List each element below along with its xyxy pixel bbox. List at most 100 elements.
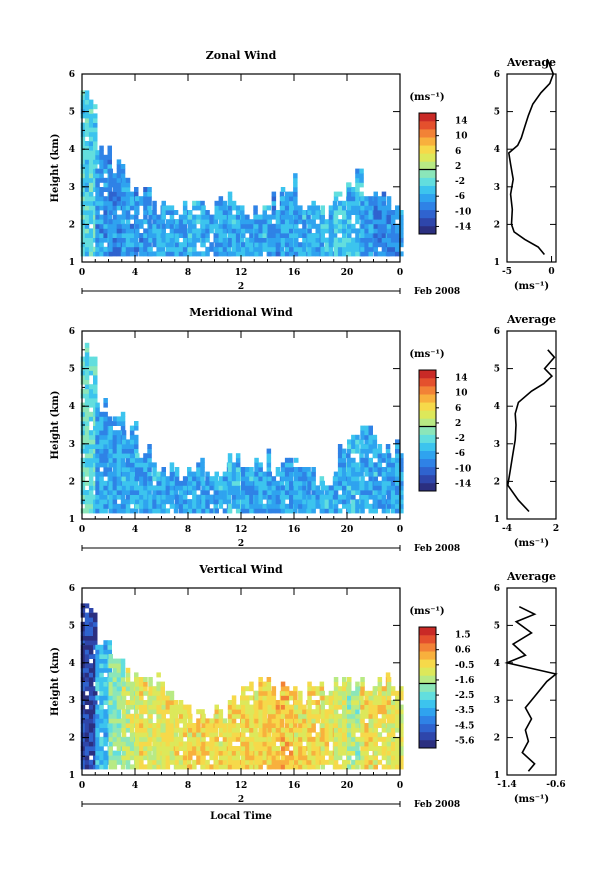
heatmap-cell	[214, 713, 219, 719]
heatmap-cell	[205, 233, 210, 238]
heatmap-cell	[135, 686, 140, 692]
heatmap-cell	[95, 485, 100, 491]
heatmap-cell	[121, 448, 127, 454]
heatmap-cell	[280, 732, 286, 738]
heatmap-cell	[390, 490, 396, 495]
heatmap-cell	[337, 732, 343, 738]
heatmap-cell	[174, 750, 180, 756]
heatmap-cell	[99, 164, 104, 169]
heatmap-cell	[245, 228, 250, 234]
heatmap-cell	[93, 356, 98, 362]
heatmap-cell	[289, 223, 294, 229]
heatmap-cell	[108, 764, 113, 770]
heatmap-cell	[84, 237, 90, 243]
heatmap-cell	[355, 467, 360, 472]
heatmap-cell	[188, 246, 193, 252]
heatmap-cell	[377, 503, 383, 509]
heatmap-cell	[95, 672, 100, 678]
heatmap-cell	[249, 755, 254, 761]
heatmap-cell	[112, 759, 118, 765]
heatmap-cell	[88, 150, 94, 156]
heatmap-cell	[147, 200, 152, 206]
panel2-profile-ytick-label: 4	[494, 402, 500, 412]
heatmap-cell	[235, 471, 241, 477]
heatmap-cell	[84, 603, 90, 609]
heatmap-cell	[80, 490, 86, 495]
heatmap-cell	[227, 210, 233, 215]
heatmap-cell	[359, 182, 364, 188]
heatmap-cell	[152, 210, 157, 215]
heatmap-cell	[99, 168, 104, 174]
heatmap-cell	[381, 228, 387, 234]
heatmap-cell	[271, 746, 277, 751]
heatmap-cell	[84, 233, 90, 238]
heatmap-cell	[103, 499, 108, 505]
heatmap-cell	[284, 718, 290, 724]
heatmap-cell	[302, 490, 307, 495]
heatmap-cell	[88, 494, 94, 500]
heatmap-cell	[161, 228, 166, 234]
heatmap-cell	[93, 704, 98, 710]
heatmap-cell	[390, 723, 396, 728]
heatmap-cell	[364, 210, 369, 215]
heatmap-cell	[368, 503, 373, 509]
heatmap-cell	[84, 219, 90, 225]
panel2-profile-frame	[506, 330, 557, 520]
heatmap-cell	[315, 228, 320, 234]
heatmap-cell	[178, 732, 184, 738]
heatmap-cell	[320, 228, 325, 234]
heatmap-cell	[93, 182, 98, 188]
heatmap-cell	[364, 251, 369, 257]
heatmap-cell	[112, 690, 118, 696]
heatmap-cell	[377, 480, 383, 486]
heatmap-cell	[116, 457, 122, 463]
heatmap-cell	[121, 755, 127, 761]
heatmap-cell	[129, 499, 135, 505]
heatmap-cell	[262, 471, 267, 477]
heatmap-cell	[188, 503, 193, 509]
heatmap-cell	[294, 713, 299, 719]
heatmap-cell	[80, 621, 86, 627]
heatmap-cell	[95, 434, 100, 440]
heatmap-cell	[99, 499, 104, 505]
heatmap-cell	[88, 503, 94, 509]
heatmap-cell	[275, 467, 281, 472]
heatmap-cell	[342, 736, 347, 742]
heatmap-cell	[218, 242, 224, 248]
heatmap-cell	[302, 503, 307, 509]
heatmap-cell	[227, 727, 233, 733]
heatmap-cell	[368, 439, 373, 445]
heatmap-cell	[311, 499, 316, 505]
heatmap-cell	[245, 476, 250, 482]
heatmap-cell	[147, 242, 152, 248]
heatmap-cell	[108, 723, 113, 728]
heatmap-cell	[249, 480, 254, 486]
heatmap-cell	[182, 750, 188, 756]
heatmap-cell	[173, 732, 179, 738]
heatmap-cell	[289, 457, 294, 463]
heatmap-cell	[222, 499, 228, 505]
heatmap-cell	[209, 750, 214, 756]
heatmap-cell	[293, 690, 298, 696]
heatmap-cell	[342, 471, 347, 477]
heatmap-cell	[152, 490, 157, 495]
heatmap-cell	[121, 246, 127, 252]
heatmap-cell	[289, 750, 294, 756]
heatmap-cell	[143, 732, 148, 738]
panel2-title: Meridional Wind	[189, 306, 293, 319]
heatmap-cell	[182, 709, 188, 715]
heatmap-cell	[103, 755, 108, 761]
heatmap-cell	[315, 732, 320, 738]
heatmap-cell	[399, 242, 404, 248]
heatmap-cell	[152, 233, 157, 238]
heatmap-cell	[152, 723, 157, 728]
heatmap-cell	[271, 736, 277, 742]
heatmap-cell	[235, 251, 241, 257]
heatmap-cell	[222, 759, 228, 765]
heatmap-cell	[107, 467, 112, 472]
heatmap-cell	[112, 416, 118, 422]
heatmap-cell	[231, 237, 237, 243]
heatmap-cell	[218, 251, 224, 257]
heatmap-cell	[80, 402, 86, 408]
heatmap-cell	[103, 759, 108, 765]
